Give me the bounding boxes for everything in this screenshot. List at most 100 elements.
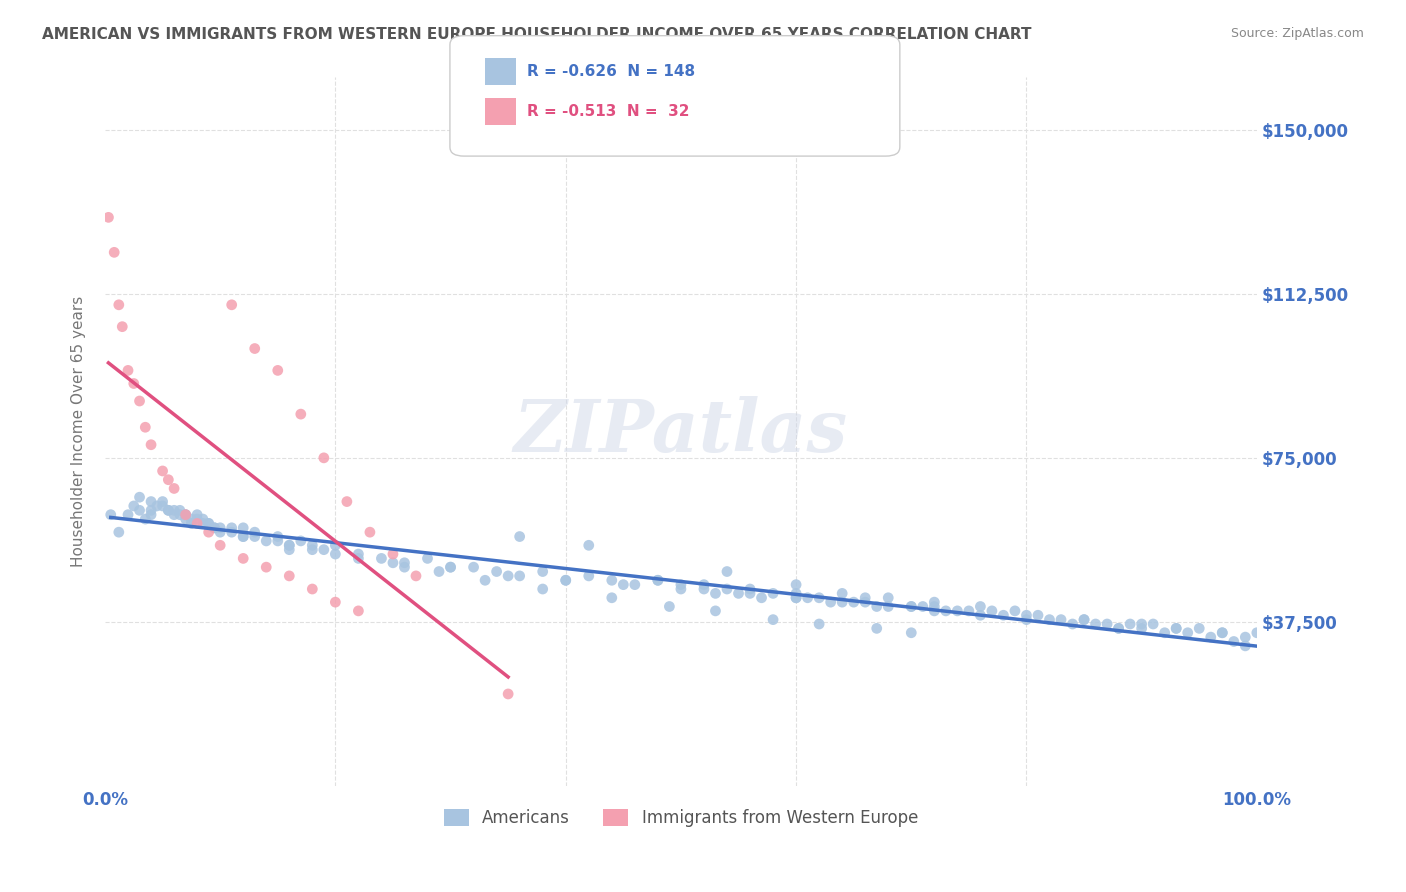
Point xyxy=(1166,621,1188,635)
Point xyxy=(669,582,692,596)
Point xyxy=(267,533,290,548)
Point xyxy=(108,525,131,540)
Point xyxy=(169,508,191,522)
Point xyxy=(496,687,519,701)
Point xyxy=(359,525,381,540)
Point xyxy=(139,508,162,522)
Point xyxy=(209,538,232,552)
Point xyxy=(108,298,131,312)
Point xyxy=(243,525,266,540)
Point xyxy=(853,591,876,605)
Point xyxy=(128,394,150,409)
Point xyxy=(554,574,576,588)
Point xyxy=(174,512,197,526)
Point xyxy=(1038,613,1060,627)
Point xyxy=(174,508,197,522)
Point xyxy=(900,625,922,640)
Point xyxy=(924,604,946,618)
Point xyxy=(134,512,156,526)
Point xyxy=(117,363,139,377)
Point xyxy=(1153,625,1175,640)
Point xyxy=(485,565,508,579)
Point xyxy=(301,542,323,557)
Point xyxy=(394,556,416,570)
Point xyxy=(100,508,122,522)
Point xyxy=(301,538,323,552)
Point xyxy=(117,508,139,522)
Point xyxy=(738,582,761,596)
Point xyxy=(531,565,554,579)
Point xyxy=(325,538,347,552)
Text: R = -0.513  N =  32: R = -0.513 N = 32 xyxy=(527,104,690,119)
Point xyxy=(186,512,208,526)
Point xyxy=(785,577,807,591)
Point xyxy=(197,525,219,540)
Point xyxy=(509,569,531,583)
Point xyxy=(600,591,623,605)
Point xyxy=(796,591,818,605)
Point xyxy=(336,494,359,508)
Point xyxy=(290,533,312,548)
Point xyxy=(381,556,404,570)
Y-axis label: Householder Income Over 65 years: Householder Income Over 65 years xyxy=(72,296,86,567)
Text: R = -0.626  N = 148: R = -0.626 N = 148 xyxy=(527,64,696,78)
Point xyxy=(924,595,946,609)
Point xyxy=(785,586,807,600)
Point xyxy=(163,503,186,517)
Point xyxy=(204,521,226,535)
Point xyxy=(267,363,290,377)
Point xyxy=(439,560,461,574)
Point xyxy=(911,599,934,614)
Text: AMERICAN VS IMMIGRANTS FROM WESTERN EUROPE HOUSEHOLDER INCOME OVER 65 YEARS CORR: AMERICAN VS IMMIGRANTS FROM WESTERN EURO… xyxy=(42,27,1032,42)
Point xyxy=(122,499,145,513)
Point xyxy=(831,595,853,609)
Point xyxy=(946,604,969,618)
Point xyxy=(278,538,301,552)
Point xyxy=(669,577,692,591)
Point xyxy=(1211,625,1233,640)
Point xyxy=(980,604,1002,618)
Point xyxy=(704,604,727,618)
Point xyxy=(254,560,277,574)
Point xyxy=(122,376,145,391)
Point xyxy=(1130,617,1153,632)
Point xyxy=(232,530,254,544)
Point xyxy=(842,595,865,609)
Point xyxy=(1015,613,1038,627)
Point xyxy=(900,599,922,614)
Point xyxy=(1234,630,1257,644)
Point xyxy=(221,298,243,312)
Point xyxy=(163,508,186,522)
Point xyxy=(1015,608,1038,623)
Point xyxy=(163,482,186,496)
Point xyxy=(312,542,335,557)
Point xyxy=(1108,621,1130,635)
Point xyxy=(1234,639,1257,653)
Point xyxy=(221,521,243,535)
Point xyxy=(866,599,889,614)
Text: Source: ZipAtlas.com: Source: ZipAtlas.com xyxy=(1230,27,1364,40)
Point xyxy=(301,582,323,596)
Point xyxy=(808,591,831,605)
Point xyxy=(254,533,277,548)
Point xyxy=(416,551,439,566)
Point xyxy=(191,516,214,531)
Point xyxy=(1026,608,1049,623)
Point xyxy=(152,464,174,478)
Point xyxy=(186,516,208,531)
Point xyxy=(785,591,807,605)
Point xyxy=(278,542,301,557)
Point xyxy=(1188,621,1211,635)
Point xyxy=(1108,621,1130,635)
Point xyxy=(197,516,219,531)
Point xyxy=(935,604,957,618)
Point xyxy=(531,582,554,596)
Point xyxy=(612,577,634,591)
Point xyxy=(1004,604,1026,618)
Point xyxy=(969,599,991,614)
Point xyxy=(600,574,623,588)
Point xyxy=(209,521,232,535)
Point xyxy=(727,586,749,600)
Point xyxy=(97,211,120,225)
Point xyxy=(578,569,600,583)
